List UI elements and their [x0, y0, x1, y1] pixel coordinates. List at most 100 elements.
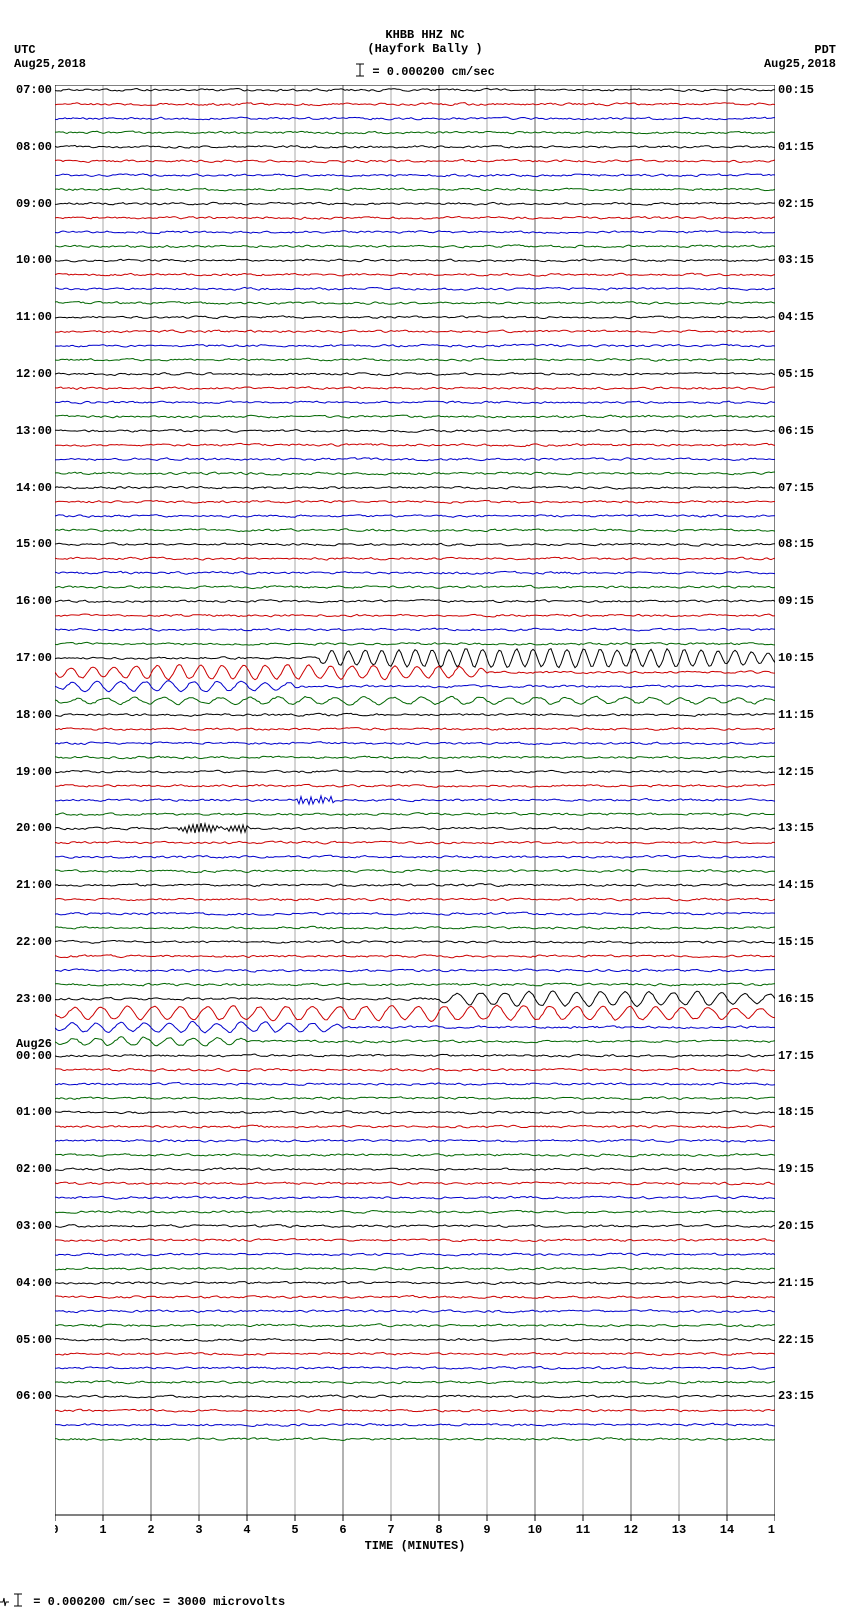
trace-line	[55, 216, 775, 219]
utc-time-label: 17:00	[16, 651, 52, 665]
trace-line	[55, 1182, 775, 1185]
utc-time-label: 08:00	[16, 140, 52, 154]
svg-text:14: 14	[720, 1523, 734, 1537]
trace-line	[55, 316, 775, 319]
trace-line	[55, 823, 775, 833]
trace-line	[55, 628, 775, 631]
trace-line	[55, 259, 775, 262]
trace-line	[55, 1438, 775, 1441]
svg-text:1: 1	[99, 1523, 106, 1537]
trace-line	[55, 884, 775, 887]
utc-time-label: 13:00	[16, 424, 52, 438]
trace-line	[55, 1054, 775, 1057]
svg-text:7: 7	[387, 1523, 394, 1537]
trace-line	[55, 713, 775, 716]
pdt-time-label: 13:15	[778, 821, 814, 835]
svg-text:13: 13	[672, 1523, 686, 1537]
svg-text:5: 5	[291, 1523, 298, 1537]
utc-time-label: 00:00	[16, 1049, 52, 1063]
pdt-time-label: 02:15	[778, 197, 814, 211]
svg-text:TIME (MINUTES): TIME (MINUTES)	[365, 1539, 466, 1553]
trace-line	[55, 1068, 775, 1071]
right-date-label: Aug25,2018	[764, 57, 836, 71]
trace-line	[55, 302, 775, 305]
pdt-time-label: 14:15	[778, 878, 814, 892]
pdt-time-label: 07:15	[778, 481, 814, 495]
pdt-time-label: 00:15	[778, 83, 814, 97]
trace-line	[55, 742, 775, 745]
trace-line	[55, 529, 775, 532]
trace-line	[55, 600, 775, 603]
trace-line	[55, 188, 775, 191]
trace-line	[55, 770, 775, 773]
trace-line	[55, 784, 775, 787]
utc-time-label: 15:00	[16, 537, 52, 551]
utc-time-label: 05:00	[16, 1333, 52, 1347]
svg-text:3: 3	[195, 1523, 202, 1537]
scale-legend: = 0.000200 cm/sec	[0, 62, 850, 79]
trace-line	[55, 728, 775, 731]
utc-time-label: 21:00	[16, 878, 52, 892]
pdt-time-label: 08:15	[778, 537, 814, 551]
trace-line	[55, 287, 775, 290]
trace-line	[55, 472, 775, 475]
trace-line	[55, 387, 775, 390]
utc-time-label: 02:00	[16, 1162, 52, 1176]
seismogram-plot: 0123456789101112131415TIME (MINUTES)	[55, 85, 775, 1555]
pdt-time-label: 23:15	[778, 1389, 814, 1403]
trace-line	[55, 1139, 775, 1142]
trace-line	[55, 614, 775, 617]
trace-line	[55, 117, 775, 120]
svg-text:15: 15	[768, 1523, 775, 1537]
trace-line	[55, 1295, 775, 1298]
trace-line	[55, 103, 775, 106]
trace-line	[55, 415, 775, 418]
pdt-time-label: 04:15	[778, 310, 814, 324]
trace-line	[55, 756, 775, 759]
svg-text:4: 4	[243, 1523, 250, 1537]
trace-line	[55, 1310, 775, 1313]
trace-line	[55, 358, 775, 361]
trace-line	[55, 1395, 775, 1398]
pdt-time-label: 15:15	[778, 935, 814, 949]
trace-line	[55, 1253, 775, 1256]
utc-time-label: 20:00	[16, 821, 52, 835]
pdt-time-label: 06:15	[778, 424, 814, 438]
trace-line	[55, 1239, 775, 1242]
trace-line	[55, 841, 775, 844]
trace-line	[55, 681, 775, 692]
trace-line	[55, 373, 775, 376]
utc-time-label: 06:00	[16, 1389, 52, 1403]
trace-line	[55, 174, 775, 177]
pdt-time-label: 22:15	[778, 1333, 814, 1347]
trace-line	[55, 642, 775, 645]
trace-line	[55, 515, 775, 518]
pdt-time-label: 19:15	[778, 1162, 814, 1176]
pdt-time-label: 03:15	[778, 253, 814, 267]
trace-line	[55, 1021, 775, 1033]
utc-time-label: 01:00	[16, 1105, 52, 1119]
trace-line	[55, 273, 775, 276]
trace-line	[55, 443, 775, 446]
trace-line	[55, 665, 775, 680]
pdt-time-label: 05:15	[778, 367, 814, 381]
trace-line	[55, 486, 775, 489]
trace-line	[55, 1367, 775, 1370]
svg-text:2: 2	[147, 1523, 154, 1537]
trace-line	[55, 898, 775, 901]
trace-line	[55, 1168, 775, 1171]
trace-line	[55, 1423, 775, 1426]
trace-line	[55, 245, 775, 248]
trace-line	[55, 855, 775, 858]
trace-line	[55, 1210, 775, 1213]
station-name: (Hayfork Bally )	[0, 42, 850, 56]
pdt-time-label: 12:15	[778, 765, 814, 779]
utc-time-label: 16:00	[16, 594, 52, 608]
utc-time-label: 04:00	[16, 1276, 52, 1290]
trace-line	[55, 557, 775, 560]
svg-text:8: 8	[435, 1523, 442, 1537]
trace-line	[55, 696, 775, 705]
utc-time-label: 12:00	[16, 367, 52, 381]
trace-line	[55, 926, 775, 929]
trace-line	[55, 401, 775, 404]
